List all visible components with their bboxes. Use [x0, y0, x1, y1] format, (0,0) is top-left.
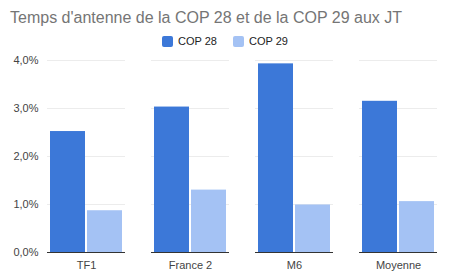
svg-text:M6: M6 — [287, 259, 302, 271]
html-text:Temps d'antenne de la COP 28 e: Temps d'antenne de la COP 28 et de la CO… — [10, 9, 402, 26]
svg-text:2,0%: 2,0% — [13, 150, 38, 162]
svg-text:4,0%: 4,0% — [13, 54, 38, 66]
svg-text:TF1: TF1 — [77, 259, 97, 271]
html-text:COP 28: COP 28 — [178, 35, 217, 47]
svg-text:1,0%: 1,0% — [13, 198, 38, 210]
svg-text:Moyenne: Moyenne — [376, 259, 421, 271]
svg-text:0,0%: 0,0% — [13, 246, 38, 258]
svg-text:France 2: France 2 — [169, 259, 212, 271]
svg-text:3,0%: 3,0% — [13, 102, 38, 114]
html-text:COP 29: COP 29 — [249, 35, 288, 47]
